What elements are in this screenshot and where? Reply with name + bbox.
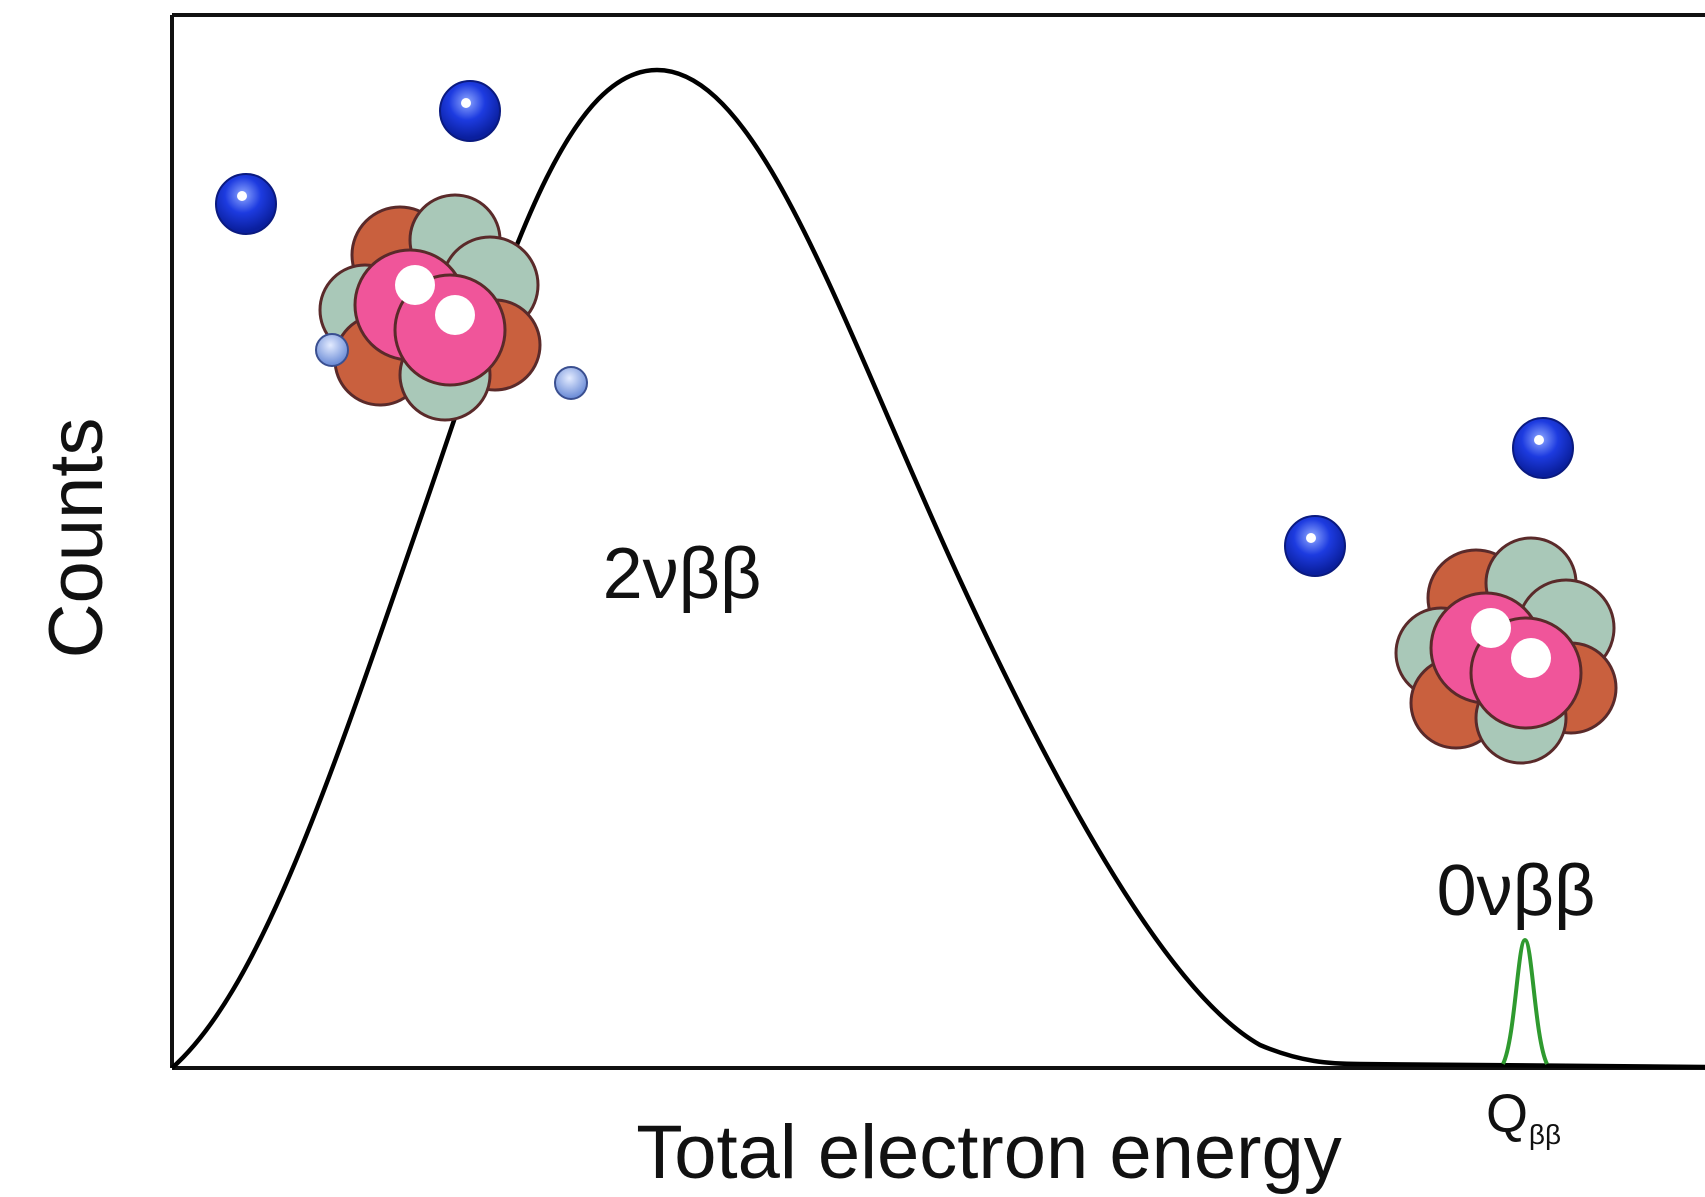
y-axis-label: Counts	[34, 418, 119, 659]
label-2nbb: 2νββ	[603, 534, 762, 614]
nucleus-icon	[216, 81, 587, 420]
q-subscript: ββ	[1529, 1119, 1561, 1150]
q-symbol: Q	[1486, 1084, 1528, 1144]
nucleus-icon	[1285, 418, 1616, 763]
zero-neutrino-peak	[1503, 940, 1547, 1064]
page: Counts Total electron energy 2νββ 0νββ Q…	[0, 0, 1705, 1197]
label-0nbb: 0νββ	[1437, 851, 1596, 931]
x-axis-label: Total electron energy	[636, 1110, 1342, 1195]
diagram: Counts Total electron energy 2νββ 0νββ Q…	[0, 0, 1705, 1197]
